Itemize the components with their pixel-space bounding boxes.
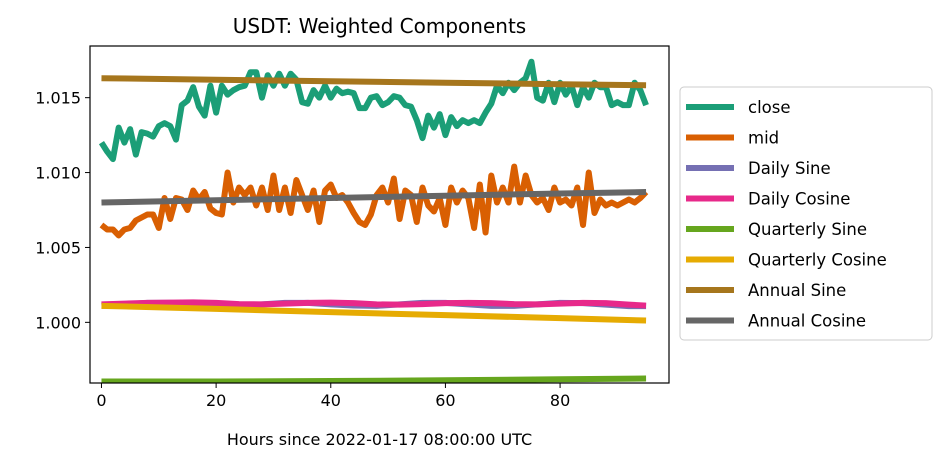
series-line-daily-cosine xyxy=(101,299,647,309)
chart-title: USDT: Weighted Components xyxy=(233,14,526,38)
legend-box xyxy=(679,86,933,341)
x-tick-label: 40 xyxy=(321,391,341,410)
plot-frame xyxy=(89,45,670,384)
series-line-quarterly-cosine xyxy=(101,302,647,324)
legend-label-annual-sine: Annual Sine xyxy=(748,281,846,300)
legend-label-close: close xyxy=(748,98,791,117)
y-tick-label: 1.015 xyxy=(35,89,81,108)
legend-label-mid: mid xyxy=(748,129,779,148)
legend-label-daily-cosine: Daily Cosine xyxy=(748,190,850,209)
legend: close mid Daily Sine Daily Cosine Quarterly … xyxy=(679,86,933,341)
y-axis: 1.000 1.005 1.010 1.015 xyxy=(35,89,90,332)
plot-lines xyxy=(98,58,649,383)
y-tick-label: 1.005 xyxy=(35,238,81,257)
legend-label-daily-sine: Daily Sine xyxy=(748,159,831,178)
x-tick-label: 20 xyxy=(206,391,226,410)
y-tick-label: 1.010 xyxy=(35,164,81,183)
series-line-quarterly-sine xyxy=(101,375,647,383)
legend-label-annual-cosine: Annual Cosine xyxy=(748,312,866,331)
series-line-close xyxy=(98,58,649,163)
series-line-annual-cosine xyxy=(101,189,647,206)
y-tick-label: 1.000 xyxy=(35,313,81,332)
x-axis-label: Hours since 2022-01-17 08:00:00 UTC xyxy=(227,430,532,449)
legend-label-quarterly-cosine: Quarterly Cosine xyxy=(748,251,887,270)
series-line-mid xyxy=(99,163,649,239)
x-tick-label: 80 xyxy=(550,391,570,410)
legend-label-quarterly-sine: Quarterly Sine xyxy=(748,220,867,239)
x-tick-label: 60 xyxy=(435,391,455,410)
x-axis: 0 20 40 60 80 xyxy=(96,383,570,410)
x-tick-label: 0 xyxy=(96,391,106,410)
series-line-annual-sine xyxy=(101,75,647,89)
